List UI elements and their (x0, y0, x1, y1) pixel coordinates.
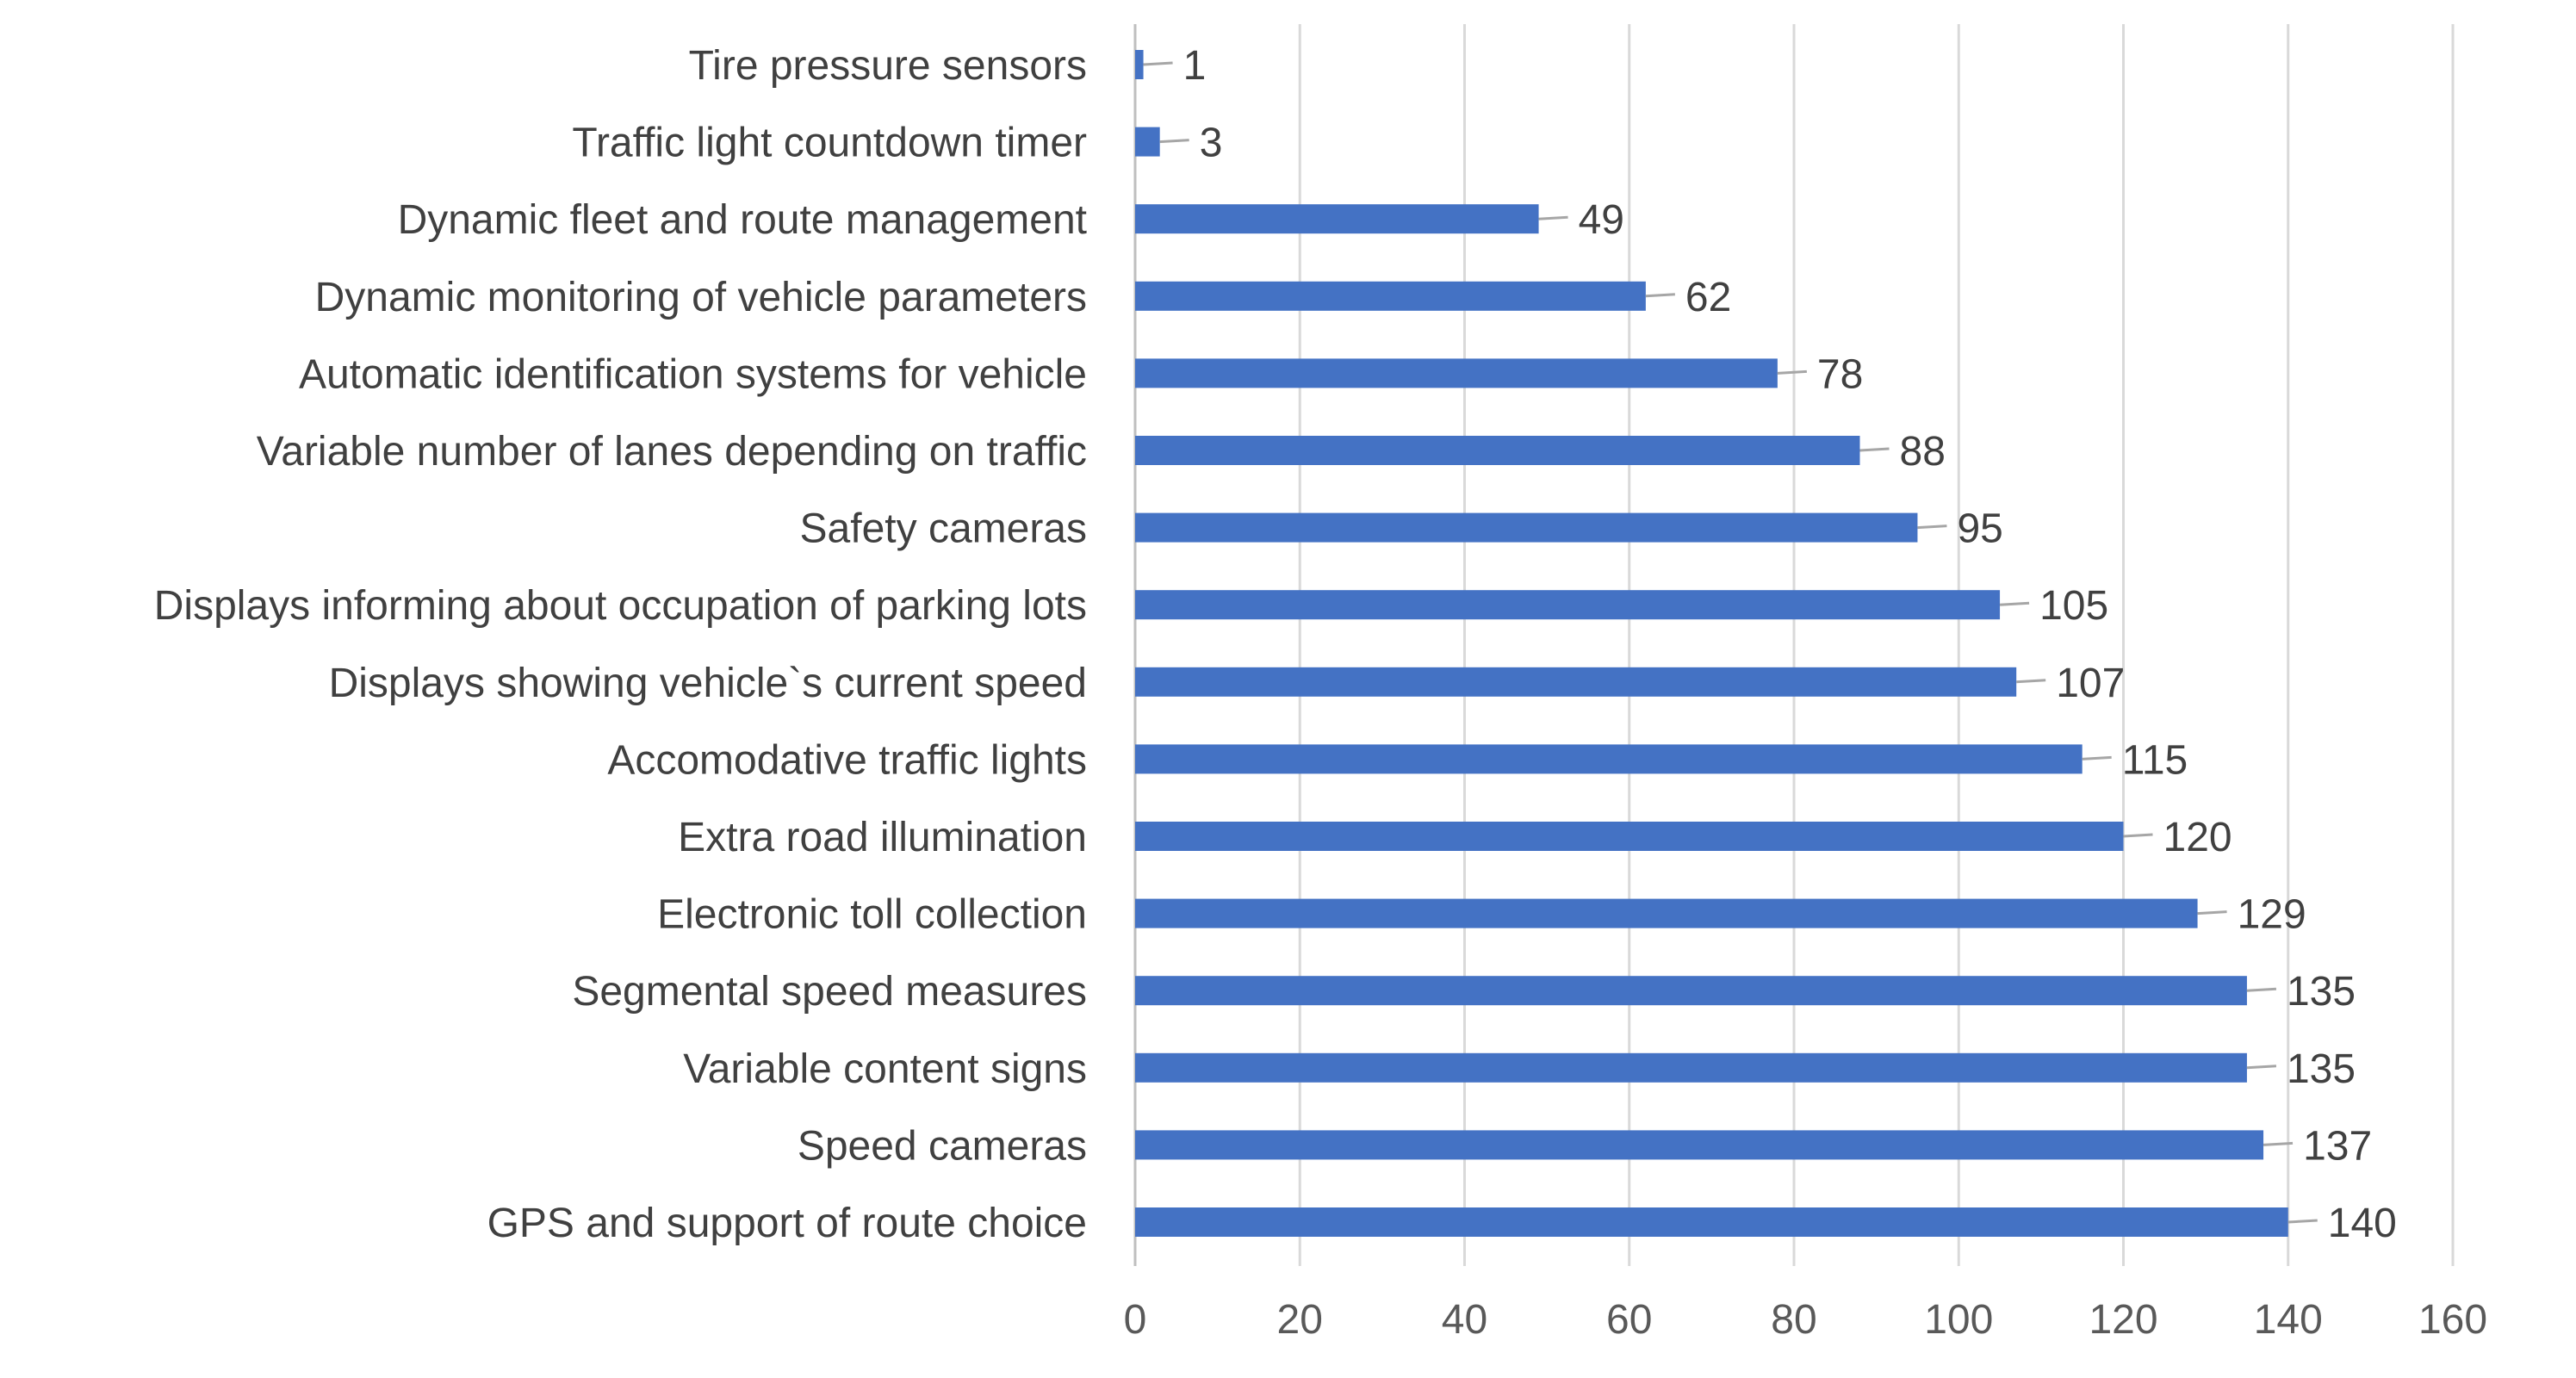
data-label-leader (2123, 833, 2153, 838)
data-label: 129 (2238, 892, 2306, 938)
x-tick-label: 80 (1771, 1297, 1816, 1343)
category-label: Extra road illumination (678, 815, 1087, 860)
bar (1135, 50, 1144, 79)
bar (1135, 204, 1539, 234)
x-tick-label: 140 (2254, 1297, 2323, 1343)
data-label: 95 (1957, 506, 2002, 552)
bar (1135, 127, 1160, 157)
x-tick-labels: 0 20 40 60 80 100 120 140 160 (1124, 1297, 2487, 1343)
data-label: 115 (2122, 737, 2188, 783)
bar (1135, 976, 2247, 1006)
category-label: Accomodative traffic lights (607, 737, 1087, 783)
data-label: 1 (1183, 43, 1207, 89)
data-label-leader (1159, 139, 1189, 144)
category-label: Displays showing vehicle`s current speed (329, 661, 1087, 706)
bar (1135, 822, 2124, 851)
x-tick-label: 120 (2089, 1297, 2157, 1343)
category-label: Dynamic monitoring of vehicle parameters (315, 275, 1087, 320)
data-label: 137 (2303, 1123, 2372, 1169)
category-label: Electronic toll collection (657, 892, 1087, 938)
data-label-leader (2197, 910, 2227, 916)
data-label-leader (2082, 755, 2112, 760)
category-label: Safety cameras (800, 506, 1087, 552)
bar (1135, 667, 2017, 697)
x-tick-label: 0 (1124, 1297, 1147, 1343)
data-label: 49 (1579, 197, 1624, 243)
x-tick-label: 20 (1277, 1297, 1323, 1343)
bars (1135, 50, 2288, 1237)
data-label-leader (1859, 447, 1890, 452)
bar (1135, 744, 2083, 774)
data-label: 135 (2287, 1046, 2356, 1092)
bar (1135, 436, 1860, 465)
category-label: Tire pressure sensors (689, 43, 1087, 89)
data-label-leader (1645, 293, 1675, 298)
bar (1135, 1207, 2288, 1237)
bar (1135, 590, 2001, 620)
data-label: 135 (2287, 969, 2356, 1015)
bar (1135, 512, 1918, 543)
data-label-leaders (1143, 61, 2318, 1224)
category-label: Displays informing about occupation of p… (154, 583, 1087, 629)
data-label-leader (1777, 369, 1807, 375)
data-label: 62 (1685, 275, 1731, 320)
data-label: 88 (1900, 429, 1946, 475)
data-label-leader (1538, 215, 1568, 220)
x-tick-label: 60 (1606, 1297, 1652, 1343)
category-label: Speed cameras (798, 1123, 1087, 1169)
data-label-leader (1917, 525, 1947, 530)
data-label-leader (1999, 601, 2030, 606)
x-tick-label: 40 (1442, 1297, 1487, 1343)
data-label-leader (1143, 61, 1173, 66)
data-label-leader (2246, 987, 2277, 992)
data-label: 120 (2163, 815, 2232, 860)
category-label: Variable content signs (683, 1046, 1087, 1092)
x-tick-label: 160 (2418, 1297, 2487, 1343)
data-label: 105 (2039, 583, 2108, 629)
data-label-leader (2263, 1141, 2294, 1146)
data-label: 140 (2328, 1201, 2397, 1246)
x-tick-label: 100 (1924, 1297, 1993, 1343)
data-label-leader (2287, 1219, 2318, 1224)
category-labels: Tire pressure sensors Traffic light count… (154, 43, 1087, 1246)
category-label: GPS and support of route choice (487, 1201, 1087, 1246)
category-label: Segmental speed measures (572, 969, 1087, 1015)
data-label: 107 (2056, 661, 2125, 706)
data-label: 78 (1817, 351, 1863, 397)
category-label: Automatic identification systems for veh… (299, 351, 1087, 397)
category-label: Traffic light countdown timer (572, 121, 1087, 166)
data-label-leader (2246, 1065, 2277, 1070)
category-label: Dynamic fleet and route management (398, 197, 1087, 243)
bar (1135, 898, 2198, 928)
bar (1135, 1130, 2264, 1160)
category-label: Variable number of lanes depending on tr… (257, 429, 1087, 475)
bar (1135, 281, 1646, 311)
bar (1135, 358, 1778, 388)
data-label-leader (2016, 679, 2046, 684)
bar (1135, 1052, 2247, 1083)
data-label: 3 (1200, 121, 1223, 166)
